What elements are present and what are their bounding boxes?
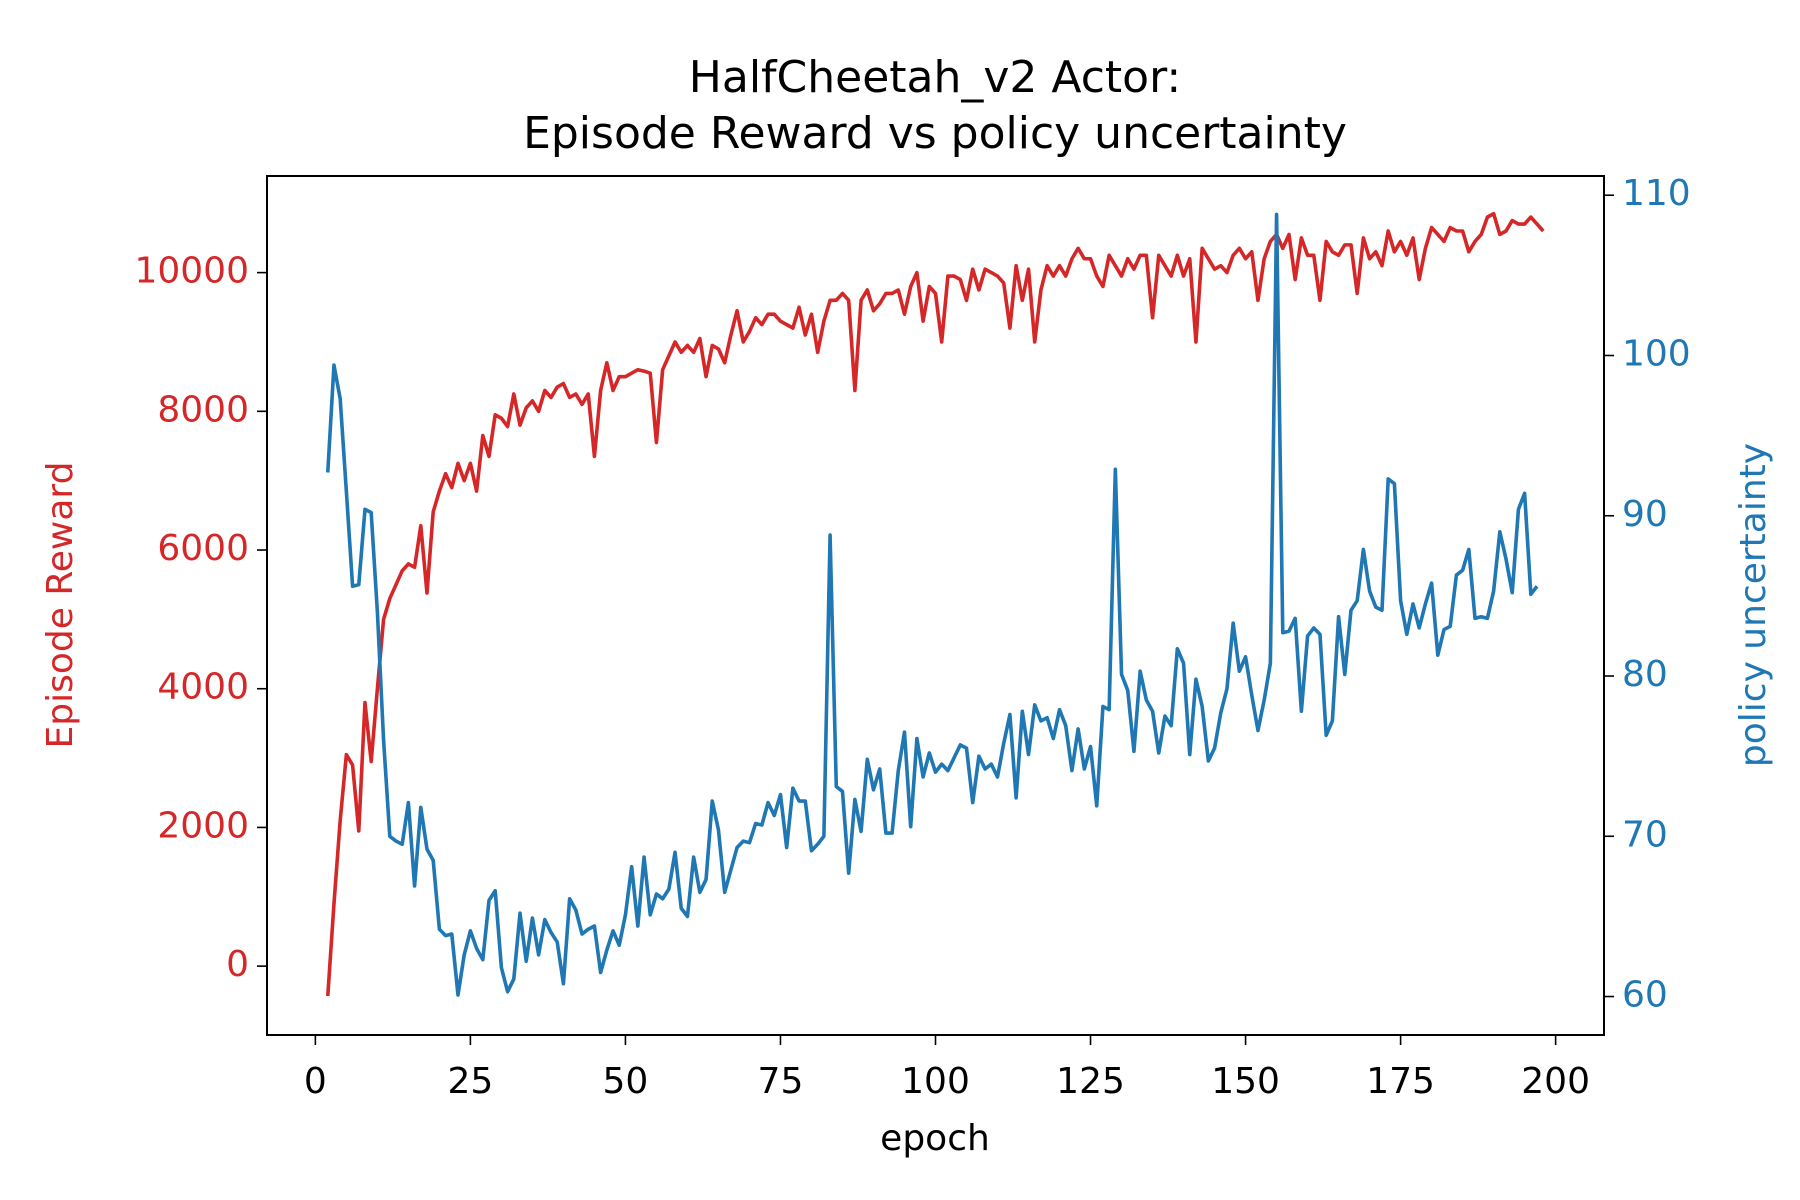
x-tick-label: 25 [447, 1061, 493, 1102]
y-tick-label: 6000 [157, 528, 249, 569]
x-tick-label: 125 [1056, 1061, 1125, 1102]
y-tick-label: 0 [226, 944, 249, 985]
x-tick-label: 75 [758, 1061, 804, 1102]
x-tick-label: 0 [304, 1061, 327, 1102]
series-line [325, 211, 1545, 997]
y-tick-label: 10000 [134, 251, 249, 292]
y-tick-label: 8000 [157, 389, 249, 430]
y2-tick-label: 60 [1622, 975, 1668, 1016]
chart-title: Episode Reward vs policy uncertainty [523, 108, 1347, 159]
x-tick-label: 200 [1521, 1061, 1590, 1102]
plot-frame [266, 175, 1605, 1036]
x-axis-label: epoch [880, 1118, 990, 1159]
y2-tick-label: 90 [1622, 494, 1668, 535]
chart-title: HalfCheetah_v2 Actor: [689, 52, 1181, 103]
x-tick-label: 175 [1366, 1061, 1435, 1102]
y2-axis-label: policy uncertainty [1733, 443, 1774, 767]
y2-tick-label: 110 [1622, 173, 1691, 214]
y-axis-label: Episode Reward [40, 462, 81, 749]
x-tick-label: 150 [1211, 1061, 1280, 1102]
y2-tick-label: 100 [1622, 333, 1691, 374]
y2-tick-label: 70 [1622, 814, 1668, 855]
y-tick-label: 2000 [157, 805, 249, 846]
y2-tick-label: 80 [1622, 654, 1668, 695]
y-tick-label: 4000 [157, 667, 249, 708]
series-line [325, 212, 1539, 997]
x-tick-label: 100 [901, 1061, 970, 1102]
x-tick-label: 50 [603, 1061, 649, 1102]
